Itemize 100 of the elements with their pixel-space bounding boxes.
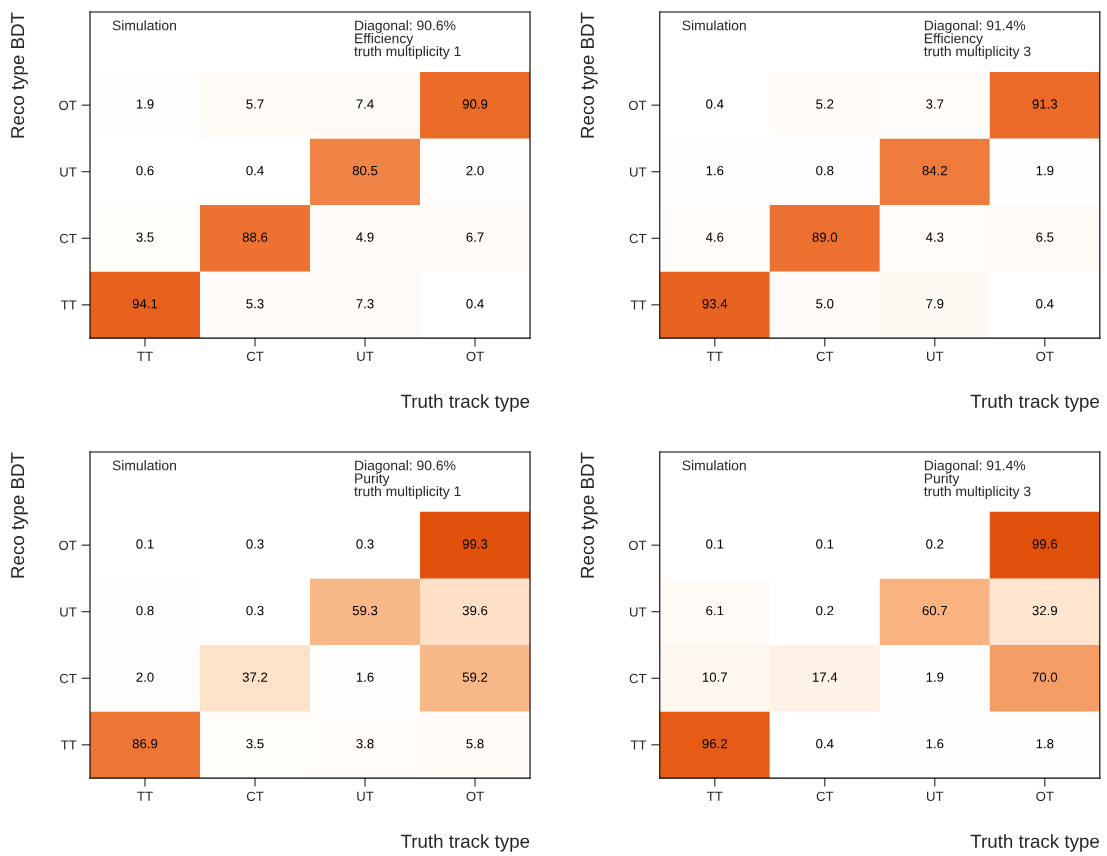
data-label: 10.7 <box>702 672 727 682</box>
data-label: 2.0 <box>466 165 484 176</box>
data-label: 1.6 <box>926 739 944 749</box>
data-label: 6.1 <box>706 605 724 616</box>
annotation: Diagonal: 91.4% Purity truth multiplicity 3 <box>924 460 1031 499</box>
data-label: 0.1 <box>136 539 154 549</box>
y-tick-label: UT <box>630 167 647 177</box>
y-axis-title: Reco type BDT <box>580 452 598 578</box>
y-tick-label: CT <box>59 233 77 244</box>
data-label: 3.8 <box>356 739 374 749</box>
data-label: 5.2 <box>816 99 834 109</box>
data-label: 0.3 <box>246 539 264 549</box>
data-label: 1.6 <box>356 672 374 682</box>
data-label: 99.6 <box>1032 539 1058 549</box>
y-tick-label: UT <box>60 167 77 177</box>
x-tick-label: TT <box>137 791 153 801</box>
annotation: Simulation <box>682 20 746 31</box>
data-label: 4.9 <box>356 232 374 242</box>
annotation: Diagonal: 91.4% Efficiency truth multiplicity 3 <box>924 20 1031 59</box>
data-label: 0.3 <box>246 605 264 616</box>
x-tick-label: TT <box>707 791 723 801</box>
data-label: 3.5 <box>136 232 154 242</box>
x-tick-label: CT <box>816 351 834 362</box>
data-label: 0.8 <box>136 605 154 616</box>
data-label: 0.2 <box>816 605 834 616</box>
x-tick-label: OT <box>466 791 484 801</box>
data-label: 6.5 <box>1036 232 1054 242</box>
x-tick-label: TT <box>137 351 153 361</box>
data-label: 93.4 <box>702 299 728 309</box>
data-label: 39.6 <box>462 605 488 616</box>
data-label: 0.2 <box>926 539 944 549</box>
annotation: Diagonal: 90.6% Purity truth multiplicity 1 <box>354 460 461 499</box>
y-tick-label: TT <box>630 740 647 750</box>
y-tick-label: CT <box>629 233 647 244</box>
data-label: 96.2 <box>702 739 727 749</box>
data-label: 86.9 <box>132 739 158 749</box>
data-label: 0.3 <box>356 539 374 549</box>
x-tick-label: CT <box>246 791 264 801</box>
data-label: 7.9 <box>926 299 944 309</box>
y-axis-title: Reco type BDT <box>11 452 28 578</box>
annotation: Simulation <box>112 20 176 31</box>
data-label: 90.9 <box>462 99 488 109</box>
data-label: 1.9 <box>1036 165 1054 176</box>
y-tick-label: UT <box>630 607 647 617</box>
y-tick-label: CT <box>629 673 647 684</box>
data-label: 7.4 <box>356 99 374 109</box>
data-label: 7.3 <box>356 299 374 309</box>
x-axis-title: Truth track type <box>400 834 530 852</box>
annotation: Simulation <box>682 460 746 471</box>
x-axis-title: Truth track type <box>970 394 1099 412</box>
y-tick-label: OT <box>59 540 77 551</box>
data-label: 89.0 <box>812 232 838 242</box>
data-label: 0.1 <box>816 539 834 549</box>
annotation: Simulation <box>112 460 176 471</box>
data-label: 0.4 <box>246 165 264 176</box>
data-label: 17.4 <box>812 672 838 682</box>
y-tick-label: TT <box>60 300 77 310</box>
data-label: 0.4 <box>816 739 834 749</box>
x-tick-label: OT <box>1036 791 1054 801</box>
y-axis-title: Reco type BDT <box>11 12 28 138</box>
data-label: 88.6 <box>242 232 268 242</box>
x-tick-label: OT <box>1036 351 1054 362</box>
data-label: 32.9 <box>1032 605 1058 616</box>
data-label: 4.3 <box>925 232 944 242</box>
x-axis-title: Truth track type <box>400 394 530 412</box>
data-label: 80.5 <box>352 165 378 176</box>
data-label: 4.6 <box>705 232 724 242</box>
data-label: 70.0 <box>1032 672 1058 682</box>
y-axis-title: Reco type BDT <box>580 12 598 138</box>
x-axis-title: Truth track type <box>970 834 1099 852</box>
y-tick-label: OT <box>628 100 647 111</box>
data-label: 99.3 <box>462 539 488 549</box>
data-label: 0.8 <box>816 165 834 176</box>
data-label: 94.1 <box>132 299 158 309</box>
y-tick-label: UT <box>60 607 77 617</box>
x-tick-label: CT <box>246 351 264 362</box>
x-tick-label: UT <box>357 791 374 801</box>
data-label: 5.0 <box>816 299 834 309</box>
data-label: 0.1 <box>706 539 724 549</box>
data-label: 5.8 <box>466 739 484 749</box>
data-label: 3.7 <box>926 99 944 109</box>
y-tick-label: CT <box>59 673 77 684</box>
y-tick-label: OT <box>59 100 77 111</box>
data-label: 1.6 <box>706 165 724 176</box>
data-label: 3.5 <box>246 739 264 749</box>
data-label: 84.2 <box>922 165 947 176</box>
x-tick-label: UT <box>927 351 944 362</box>
y-tick-label: TT <box>60 740 77 750</box>
x-tick-label: UT <box>927 791 944 801</box>
data-label: 60.7 <box>922 605 947 616</box>
y-tick-label: OT <box>628 540 647 551</box>
data-label: 59.3 <box>352 605 378 616</box>
y-tick-label: TT <box>630 300 647 310</box>
data-label: 1.9 <box>136 99 154 109</box>
x-tick-label: CT <box>816 791 834 801</box>
x-tick-label: OT <box>466 351 484 362</box>
data-label: 6.7 <box>466 232 484 242</box>
data-label: 59.2 <box>462 672 488 682</box>
x-tick-label: UT <box>357 351 374 362</box>
data-label: 5.7 <box>246 99 264 109</box>
